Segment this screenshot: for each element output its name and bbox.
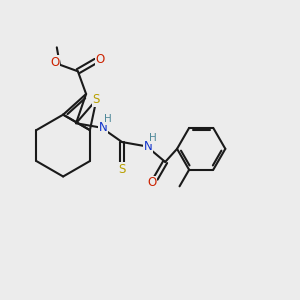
Text: O: O — [50, 56, 59, 69]
Text: S: S — [118, 163, 126, 176]
Text: S: S — [93, 93, 100, 106]
Text: O: O — [148, 176, 157, 189]
Text: N: N — [144, 140, 153, 153]
Text: N: N — [99, 121, 107, 134]
Text: H: H — [149, 133, 157, 143]
Text: H: H — [104, 115, 112, 124]
Text: O: O — [95, 53, 105, 66]
